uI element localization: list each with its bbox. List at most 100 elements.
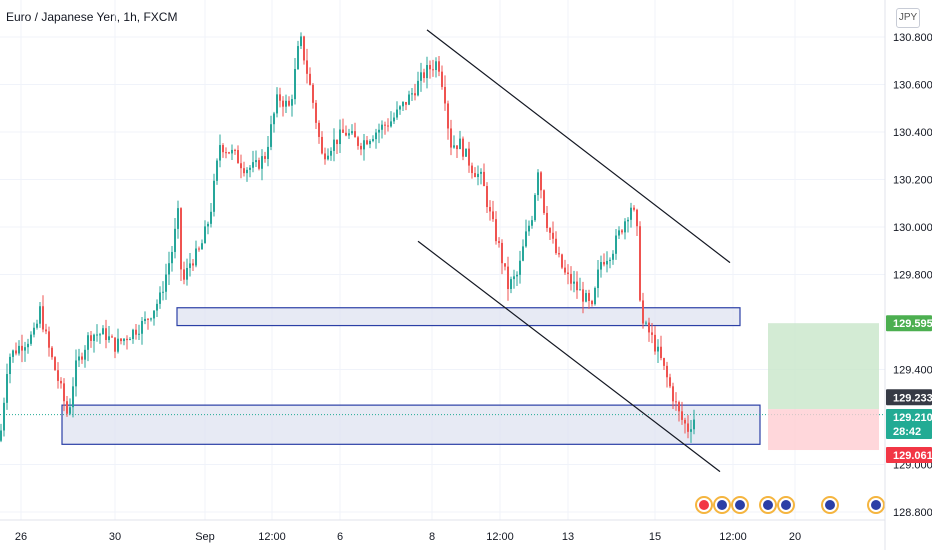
- candle-body: [273, 113, 275, 125]
- price-axis[interactable]: 130.800 130.600 130.400 130.200 130.000 129.8…: [884, 0, 932, 550]
- candle-body: [306, 60, 308, 74]
- candle: [12, 349, 14, 363]
- candle-body: [96, 334, 98, 336]
- candle-body: [264, 156, 266, 159]
- chart-title: Euro / Japanese Yen, 1h, FXCM: [6, 10, 178, 24]
- candle: [540, 171, 542, 199]
- candle-body: [519, 260, 521, 275]
- candle-body: [534, 195, 536, 221]
- candle: [171, 246, 173, 272]
- candle-body: [12, 350, 14, 357]
- candle: [483, 163, 485, 187]
- candle-body: [456, 145, 458, 150]
- candle: [429, 60, 431, 79]
- candle-body: [3, 402, 5, 431]
- candle-body: [525, 231, 527, 247]
- event-dot: [717, 500, 727, 510]
- candle: [174, 217, 176, 259]
- candle-body: [255, 160, 257, 163]
- candle: [504, 263, 506, 271]
- currency-button[interactable]: JPY: [896, 8, 920, 28]
- candle-body: [198, 248, 200, 250]
- candle: [381, 120, 383, 139]
- candle: [660, 335, 662, 361]
- candle-body: [663, 358, 665, 366]
- candle: [0, 423, 2, 443]
- candle: [96, 324, 98, 342]
- candle-body: [333, 139, 335, 151]
- candle: [345, 125, 347, 137]
- candle-body: [483, 171, 485, 187]
- candle: [15, 342, 17, 356]
- candle-body: [99, 334, 101, 336]
- candle: [321, 131, 323, 155]
- candle: [144, 311, 146, 325]
- candle-body: [141, 320, 143, 334]
- candle: [6, 363, 8, 410]
- candle: [432, 59, 434, 77]
- candle-body: [588, 293, 590, 301]
- price-tick-label: 130.400: [893, 127, 932, 139]
- candle: [117, 328, 119, 354]
- channel-lines[interactable]: [417, 29, 731, 473]
- candle-body: [477, 173, 479, 177]
- candle: [438, 55, 440, 77]
- candle-body: [450, 128, 452, 148]
- candle-body: [510, 279, 512, 290]
- time-axis[interactable]: 26 30 Sep 12:00 6 8 12:00 13 15 12:00 20: [0, 519, 885, 543]
- price-tick-label: 130.000: [893, 222, 932, 234]
- candle: [495, 211, 497, 245]
- candle: [378, 123, 380, 144]
- target-area: [768, 323, 879, 410]
- price-tick-label: 129.800: [893, 270, 932, 282]
- candle-body: [132, 329, 134, 340]
- candle: [147, 317, 149, 330]
- candle-body: [30, 334, 32, 344]
- event-dot: [871, 500, 881, 510]
- candle: [225, 147, 227, 159]
- candle: [42, 295, 44, 333]
- position-tool[interactable]: [768, 323, 879, 451]
- candle: [150, 317, 152, 322]
- candle: [57, 362, 59, 389]
- candle: [306, 48, 308, 84]
- candle-body: [561, 254, 563, 268]
- candle: [360, 142, 362, 156]
- candle-body: [0, 430, 2, 441]
- candle-body: [357, 137, 359, 146]
- candle-body: [441, 71, 443, 87]
- candle: [231, 144, 233, 160]
- candle-body: [339, 129, 341, 145]
- candle: [555, 231, 557, 255]
- support-zones[interactable]: [0, 307, 885, 445]
- candle-body: [24, 347, 26, 351]
- candle: [243, 161, 245, 177]
- candle: [630, 202, 632, 228]
- candle: [492, 200, 494, 222]
- candle-body: [570, 273, 572, 284]
- candle-body: [123, 338, 125, 342]
- candle-body: [390, 121, 392, 127]
- candle: [357, 135, 359, 150]
- candle-body: [36, 323, 38, 328]
- candle-body: [258, 160, 260, 169]
- candle-body: [222, 145, 224, 153]
- candle-body: [108, 336, 110, 340]
- target-price-tag: [886, 315, 932, 332]
- candle: [198, 246, 200, 252]
- candle-body: [360, 145, 362, 150]
- candle: [141, 316, 143, 345]
- candle: [444, 75, 446, 111]
- candle-body: [267, 146, 269, 159]
- candle: [447, 100, 449, 140]
- candle-body: [186, 267, 188, 280]
- candle: [459, 130, 461, 150]
- candle-body: [114, 337, 116, 352]
- economic-events[interactable]: [695, 496, 885, 514]
- candle-body: [666, 365, 668, 378]
- candle: [84, 345, 86, 368]
- candle: [516, 271, 518, 286]
- candle-body: [192, 263, 194, 266]
- candle: [60, 377, 62, 389]
